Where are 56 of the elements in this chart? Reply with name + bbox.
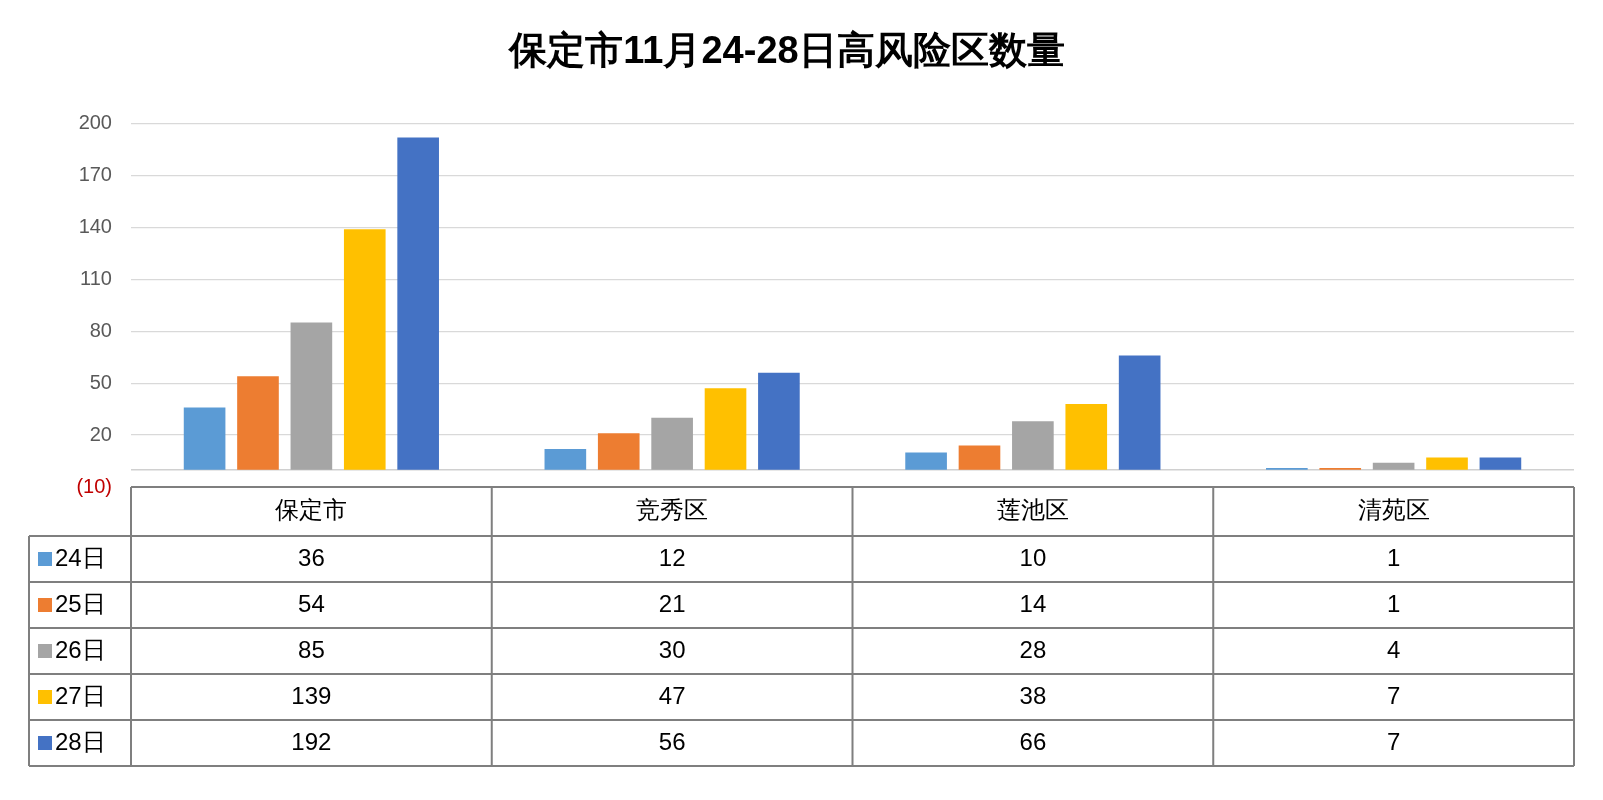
y-tick-label: 50 xyxy=(89,370,112,393)
bar xyxy=(704,388,747,470)
y-tick-label: (10) xyxy=(76,474,112,497)
data-label: 30 xyxy=(658,635,686,663)
legend-label: 25日 xyxy=(55,589,106,617)
data-label: 47 xyxy=(658,681,686,709)
bar xyxy=(544,448,587,470)
y-tick-label: 80 xyxy=(89,318,112,341)
data-label: 66 xyxy=(1019,727,1047,755)
data-label: 21 xyxy=(658,589,686,617)
bar xyxy=(905,452,947,470)
legend-label: 28日 xyxy=(55,727,106,755)
data-label: 54 xyxy=(298,589,325,617)
data-label: 56 xyxy=(658,727,686,755)
bar xyxy=(651,417,693,470)
bar xyxy=(1426,457,1468,470)
data-label: 1 xyxy=(1386,543,1401,571)
x-tick-label: 竞秀区 xyxy=(636,496,709,524)
x-tick-label: 莲池区 xyxy=(996,496,1069,524)
data-label: 4 xyxy=(1386,635,1401,663)
data-label: 1 xyxy=(1386,589,1401,617)
bar xyxy=(1012,421,1054,470)
y-tick-label: 200 xyxy=(78,111,112,134)
y-tick-label: 170 xyxy=(78,163,112,186)
data-label: 28 xyxy=(1019,635,1047,663)
data-label: 7 xyxy=(1386,727,1401,755)
bar xyxy=(290,322,333,470)
bar xyxy=(237,376,279,470)
bar xyxy=(343,229,386,470)
data-label: 139 xyxy=(291,681,332,709)
data-label: 7 xyxy=(1386,681,1401,709)
bar xyxy=(958,445,1001,470)
bar xyxy=(758,372,800,470)
x-tick-label: 清苑区 xyxy=(1357,496,1430,524)
y-tick-label: 110 xyxy=(80,266,112,289)
legend-label: 24日 xyxy=(55,543,106,571)
bar xyxy=(1118,355,1161,470)
legend-label: 27日 xyxy=(55,681,106,709)
legend-label: 26日 xyxy=(55,635,106,663)
x-tick-label: 保定市 xyxy=(275,496,348,524)
y-tick-label: 20 xyxy=(89,422,112,445)
bar xyxy=(1065,403,1108,470)
bar xyxy=(1479,457,1522,470)
data-label: 10 xyxy=(1019,543,1047,571)
data-label: 192 xyxy=(291,727,332,755)
data-label: 36 xyxy=(298,543,325,571)
bar xyxy=(1372,462,1415,470)
data-label: 12 xyxy=(658,543,686,571)
y-tick-label: 140 xyxy=(78,214,112,237)
bar xyxy=(597,433,640,470)
chart-title: 保定市11月24-28日高风险区数量 xyxy=(507,29,1065,72)
bar xyxy=(397,137,439,470)
bar xyxy=(183,407,226,470)
data-label: 85 xyxy=(298,635,325,663)
data-label: 14 xyxy=(1019,589,1047,617)
data-label: 38 xyxy=(1019,681,1047,709)
